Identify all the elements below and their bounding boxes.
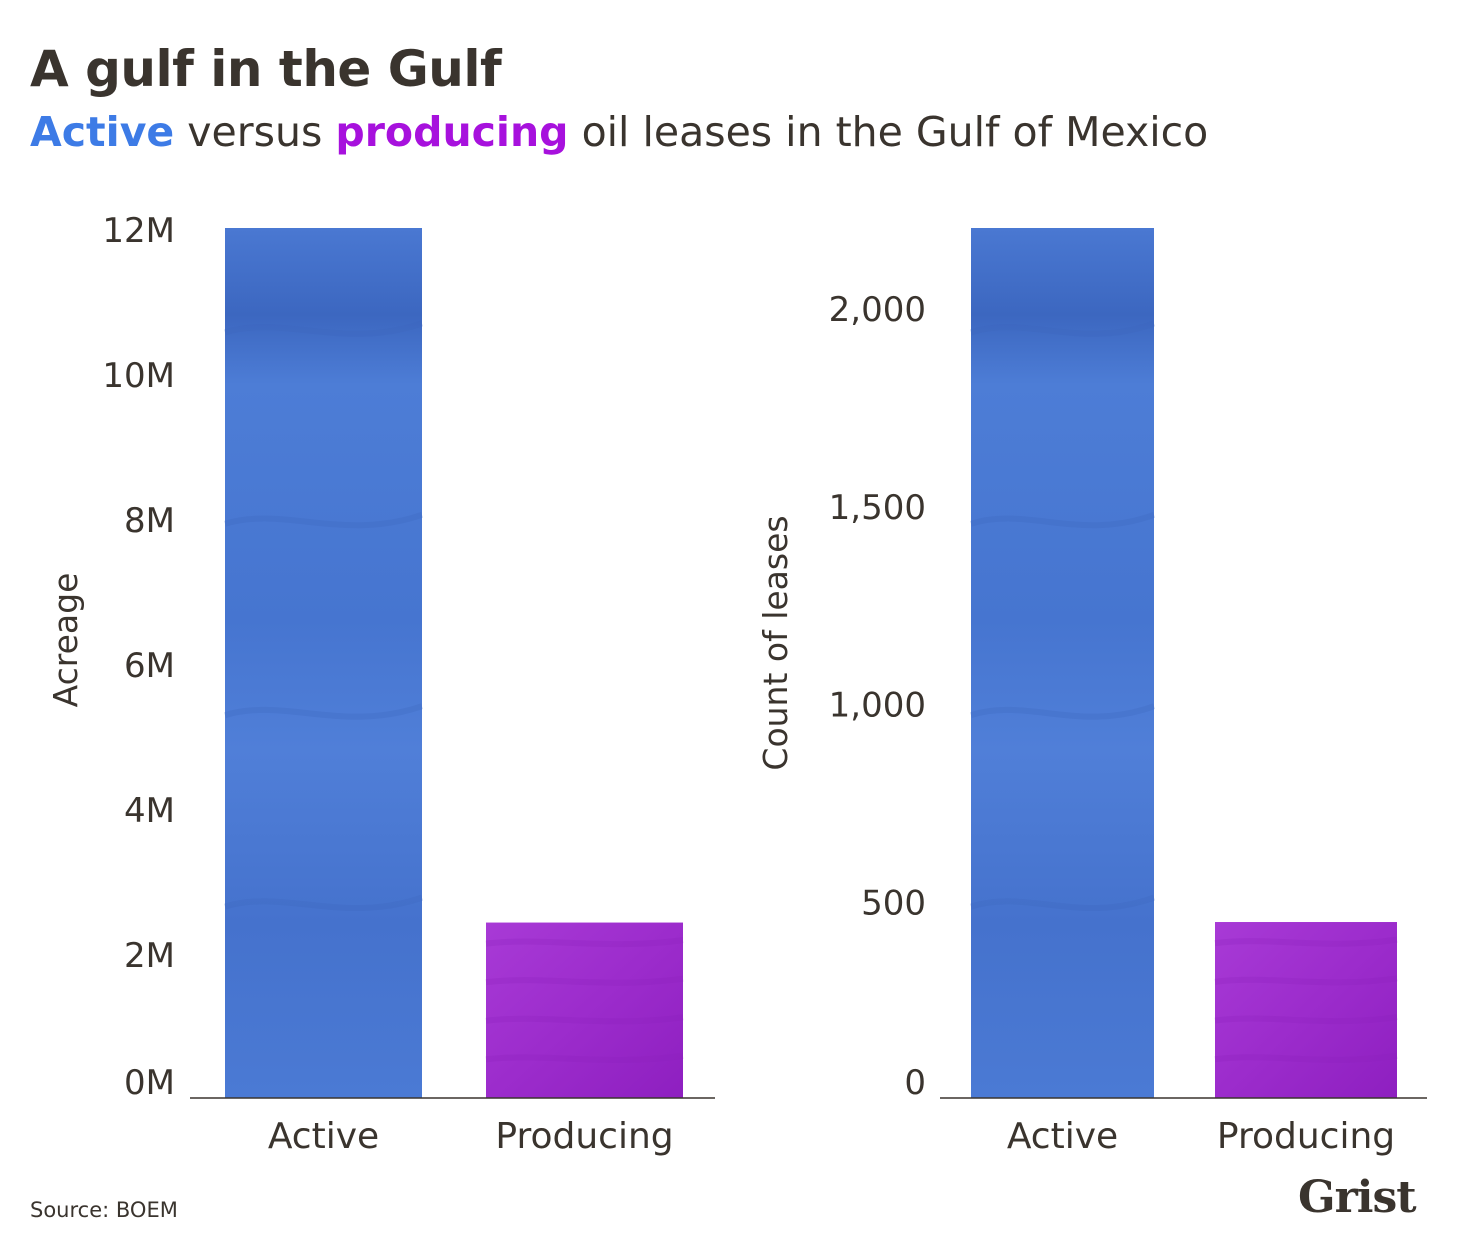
bar-texture-streak (485, 1014, 684, 1025)
bar-active (971, 228, 1154, 1098)
lease-count-chart: 0 500 1,000 1,500 2,000 Count of leases Active… (756, 228, 1427, 1157)
y-tick-label: 8M (124, 501, 175, 541)
x-category-label: Active (1007, 1116, 1118, 1157)
y-tick-label: 2,000 (829, 290, 926, 330)
y-axis-label: Count of leases (756, 515, 795, 770)
chart-subtitle: Active versus producing oil leases in th… (30, 108, 1208, 156)
subtitle-between: versus (174, 108, 336, 156)
x-category-label: Active (268, 1116, 379, 1157)
acreage-chart: 0M 2M 4M 6M 8M 10M 12M Acreage Active Producing (46, 211, 715, 1157)
y-tick-label: 1,000 (829, 686, 926, 726)
grist-logo: Grist (1298, 1172, 1417, 1223)
source-note: Source: BOEM (30, 1198, 178, 1222)
y-tick-label: 0M (124, 1063, 175, 1103)
subtitle-active-word: Active (30, 108, 175, 156)
y-axis-label: Acreage (46, 573, 85, 708)
y-tick-label: 500 (861, 883, 926, 923)
bar-texture-streak (1214, 1052, 1398, 1063)
bar-texture-streak (1214, 936, 1398, 947)
bar-producing (486, 922, 683, 1098)
y-tick-label: 10M (102, 356, 175, 396)
y-tick-label: 1,500 (829, 488, 926, 528)
x-category-label: Producing (495, 1116, 673, 1157)
subtitle-producing-word: producing (335, 108, 569, 156)
y-tick-label: 6M (124, 646, 175, 686)
subtitle-rest: oil leases in the Gulf of Mexico (568, 108, 1209, 156)
bar-active (225, 228, 422, 1098)
x-category-label: Producing (1217, 1116, 1395, 1157)
y-tick-label: 4M (124, 791, 175, 831)
chart-title: A gulf in the Gulf (30, 40, 502, 98)
bar-texture-streak (224, 511, 423, 529)
y-tick-label: 0 (904, 1063, 926, 1103)
bar-texture-streak (485, 937, 684, 948)
bar-texture-streak (970, 703, 1156, 720)
bar-texture-streak (485, 975, 684, 986)
bar-texture-streak (970, 320, 1156, 337)
bar-texture-streak (224, 703, 423, 720)
bar-texture-streak (970, 894, 1156, 911)
bar-texture-streak (970, 511, 1156, 529)
y-tick-label: 12M (102, 211, 175, 251)
bar-texture-streak (1214, 1014, 1398, 1025)
bar-texture-streak (485, 1052, 684, 1063)
bar-texture-streak (224, 320, 423, 337)
bar-producing (1215, 922, 1397, 1098)
bar-texture-streak (1214, 975, 1398, 986)
bar-texture-streak (224, 894, 423, 911)
y-tick-label: 2M (124, 936, 175, 976)
